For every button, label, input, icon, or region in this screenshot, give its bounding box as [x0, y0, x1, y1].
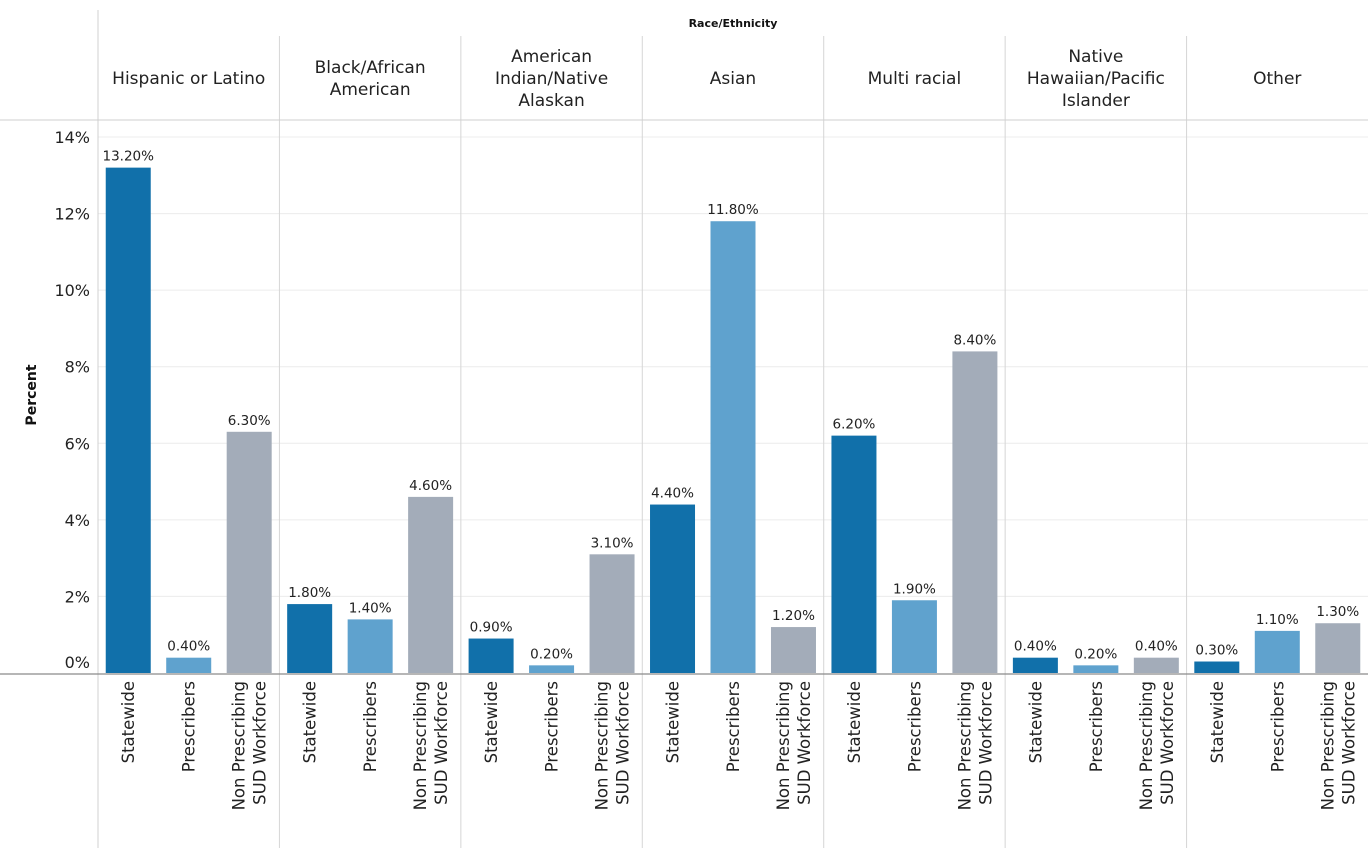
- data-label: 4.40%: [651, 486, 694, 502]
- data-label: 6.20%: [833, 417, 876, 433]
- category-label: SUD Workforce: [1339, 681, 1358, 805]
- data-label: 6.30%: [228, 413, 271, 429]
- category-label: Statewide: [301, 681, 320, 763]
- category-label: SUD Workforce: [614, 681, 633, 805]
- category-label: Prescribers: [1087, 681, 1106, 772]
- data-label: 11.80%: [707, 202, 759, 218]
- bar: [226, 431, 272, 673]
- category-label: Statewide: [1208, 681, 1227, 763]
- data-labels: 13.20% 0.40% 6.30% 1.80% 1.40% 4.60% 0.90% 0.20…: [102, 149, 1359, 663]
- category-label: Statewide: [119, 681, 138, 763]
- bar: [1073, 665, 1119, 673]
- bar: [105, 167, 151, 673]
- bar: [529, 665, 575, 673]
- bar: [408, 496, 454, 673]
- category-label: Non Prescribing: [1318, 681, 1337, 810]
- y-tick-label: 6%: [65, 434, 90, 453]
- bar: [589, 554, 635, 673]
- category-label: SUD Workforce: [1158, 681, 1177, 805]
- category-label: SUD Workforce: [251, 681, 270, 805]
- bar: [831, 435, 877, 673]
- data-label: 0.40%: [1014, 639, 1057, 655]
- data-label: 0.20%: [530, 646, 573, 662]
- data-label: 13.20%: [102, 149, 154, 165]
- category-label: Non Prescribing: [1137, 681, 1156, 810]
- category-label: Non Prescribing: [774, 681, 793, 810]
- data-label: 1.10%: [1256, 612, 1299, 628]
- data-label: 0.90%: [470, 620, 513, 636]
- category-label: Non Prescribing: [411, 681, 430, 810]
- group-header-label: American: [330, 80, 411, 100]
- y-tick-label: 10%: [54, 281, 90, 300]
- bar: [287, 604, 333, 673]
- data-label: 1.80%: [288, 585, 331, 601]
- data-label: 8.40%: [953, 332, 996, 348]
- data-label: 0.30%: [1195, 643, 1238, 659]
- bars: [105, 167, 1361, 673]
- group-header-label: Asian: [710, 69, 756, 89]
- group-header-label: Indian/Native: [495, 69, 608, 89]
- category-label: Prescribers: [361, 681, 380, 772]
- bar: [166, 657, 212, 673]
- category-label: Non Prescribing: [230, 681, 249, 810]
- data-label: 0.20%: [1074, 646, 1117, 662]
- data-label: 1.30%: [1316, 604, 1359, 620]
- y-tick-label: 0%: [65, 653, 90, 672]
- data-label: 1.20%: [772, 608, 815, 624]
- data-label: 3.10%: [591, 535, 634, 551]
- bar: [1315, 623, 1361, 673]
- group-header-label: Hawaiian/Pacific: [1027, 69, 1165, 89]
- y-tick-label: 14%: [54, 128, 90, 147]
- group-header-label: Multi racial: [868, 69, 962, 89]
- data-label: 0.40%: [1135, 639, 1178, 655]
- category-label: SUD Workforce: [432, 681, 451, 805]
- bar: [468, 638, 514, 673]
- data-label: 1.40%: [349, 600, 392, 616]
- category-label: Non Prescribing: [955, 681, 974, 810]
- group-header-label: Alaskan: [518, 91, 584, 111]
- bar: [710, 221, 756, 673]
- y-tick-label: 8%: [65, 358, 90, 377]
- category-label: Statewide: [1026, 681, 1045, 763]
- column-headers: Race/Ethnicity Hispanic or Latino Black/A…: [112, 17, 1301, 111]
- bar: [952, 351, 998, 673]
- panel-dividers: [278, 36, 1188, 848]
- group-header-label: Hispanic or Latino: [112, 69, 265, 89]
- bar: [347, 619, 393, 673]
- category-label: Prescribers: [1268, 681, 1287, 772]
- group-header-label: Native: [1068, 47, 1123, 67]
- bar: [1194, 661, 1240, 673]
- y-tick-label: 2%: [65, 587, 90, 606]
- category-label: Prescribers: [180, 681, 199, 772]
- header-title: Race/Ethnicity: [689, 17, 778, 30]
- bar: [650, 504, 696, 673]
- bar: [1254, 630, 1300, 673]
- category-label: SUD Workforce: [976, 681, 995, 805]
- bar: [1012, 657, 1058, 673]
- data-label: 0.40%: [167, 639, 210, 655]
- group-header-label: Other: [1253, 69, 1301, 89]
- category-label: Prescribers: [905, 681, 924, 772]
- category-label: Non Prescribing: [593, 681, 612, 810]
- category-label: Statewide: [664, 681, 683, 763]
- y-tick-label: 4%: [65, 511, 90, 530]
- data-label: 1.90%: [893, 581, 936, 597]
- category-label: SUD Workforce: [795, 681, 814, 805]
- category-label: Statewide: [482, 681, 501, 763]
- group-header-label: Black/African: [315, 58, 426, 78]
- y-axis-label: Percent: [24, 364, 40, 425]
- bar: [891, 600, 937, 673]
- data-label: 4.60%: [409, 478, 452, 494]
- y-tick-label: 12%: [54, 205, 90, 224]
- bar: [1133, 657, 1179, 673]
- category-label: Prescribers: [724, 681, 743, 772]
- category-label: Statewide: [845, 681, 864, 763]
- group-header-label: American: [511, 47, 592, 67]
- category-label: Prescribers: [543, 681, 562, 772]
- axes: 0% 2% 4% 6% 8% 10% 12% 14% Statewide Prescribers N…: [0, 10, 1368, 848]
- bar: [770, 627, 816, 673]
- group-header-label: Islander: [1062, 91, 1130, 111]
